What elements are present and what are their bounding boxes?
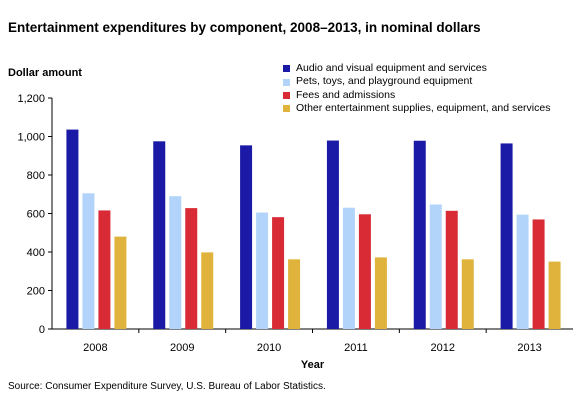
bar — [461, 259, 474, 329]
source-note: Source: Consumer Expenditure Survey, U.S… — [8, 381, 326, 392]
bar — [66, 129, 79, 329]
bar — [413, 140, 426, 329]
bar — [169, 196, 182, 329]
bar — [429, 204, 442, 329]
bar — [326, 140, 339, 329]
legend-item-audio-visual: Audio and visual equipment and services — [283, 62, 550, 75]
legend: Audio and visual equipment and services … — [283, 62, 550, 116]
bar — [82, 193, 95, 329]
legend-swatch — [283, 78, 290, 86]
bar — [185, 208, 198, 329]
legend-swatch — [283, 92, 290, 100]
x-tick-label: 2009 — [170, 342, 194, 354]
x-tick-label: 2010 — [257, 342, 281, 354]
y-tick-label: 0 — [39, 324, 45, 336]
bar — [153, 141, 166, 329]
x-tick-label: 2011 — [344, 342, 368, 354]
bar — [256, 212, 269, 329]
y-tick-label: 1,200 — [17, 93, 45, 105]
bar — [240, 145, 253, 329]
bar — [342, 207, 355, 329]
legend-swatch — [283, 65, 290, 73]
legend-label: Pets, toys, and playground equipment — [296, 75, 473, 88]
legend-item-fees-admissions: Fees and admissions — [283, 89, 550, 102]
x-axis-label: Year — [301, 359, 325, 371]
bar — [516, 214, 529, 329]
legend-swatch — [283, 105, 290, 113]
legend-label: Other entertainment supplies, equipment,… — [296, 102, 551, 115]
bar — [201, 252, 214, 329]
y-axis-label: Dollar amount — [8, 67, 82, 79]
bar — [358, 214, 371, 329]
bar — [532, 219, 545, 329]
bar — [548, 261, 561, 329]
x-tick-label: 2008 — [83, 342, 107, 354]
bar — [374, 257, 387, 329]
y-tick-label: 600 — [27, 209, 45, 221]
y-tick-label: 800 — [27, 170, 45, 182]
bar — [114, 236, 127, 329]
chart-title: Entertainment expenditures by component,… — [8, 20, 481, 35]
legend-item-pets-toys: Pets, toys, and playground equipment — [283, 75, 550, 88]
bar — [288, 259, 301, 329]
x-tick-label: 2012 — [431, 342, 455, 354]
legend-item-other-entertainment: Other entertainment supplies, equipment,… — [283, 102, 550, 115]
legend-label: Audio and visual equipment and services — [296, 62, 487, 74]
x-tick-label: 2013 — [517, 342, 541, 354]
legend-label: Fees and admissions — [296, 88, 396, 101]
bar — [272, 217, 285, 329]
y-tick-label: 400 — [27, 247, 45, 259]
bar — [445, 210, 458, 329]
bar — [500, 143, 513, 329]
bar — [98, 210, 111, 329]
y-tick-label: 1,000 — [17, 132, 45, 144]
y-tick-label: 200 — [27, 286, 45, 298]
